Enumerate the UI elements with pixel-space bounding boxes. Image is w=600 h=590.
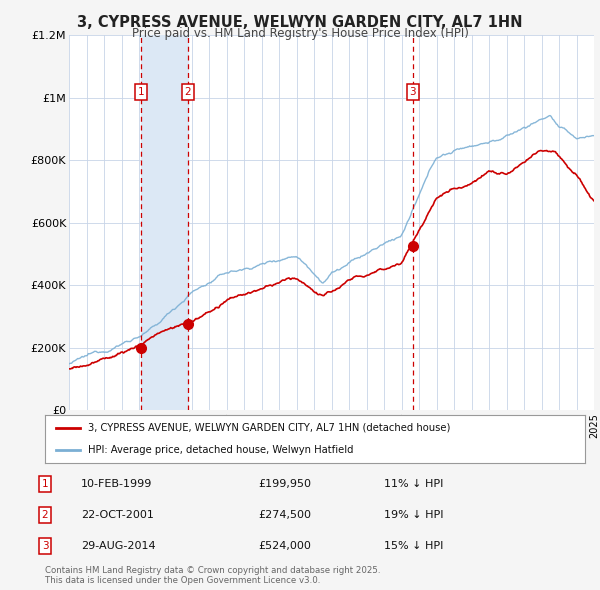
Text: 19% ↓ HPI: 19% ↓ HPI (384, 510, 443, 520)
Text: Contains HM Land Registry data © Crown copyright and database right 2025.
This d: Contains HM Land Registry data © Crown c… (45, 566, 380, 585)
Text: 1: 1 (41, 480, 49, 489)
Text: 11% ↓ HPI: 11% ↓ HPI (384, 480, 443, 489)
Text: 22-OCT-2001: 22-OCT-2001 (81, 510, 154, 520)
Text: 10-FEB-1999: 10-FEB-1999 (81, 480, 152, 489)
Text: 2: 2 (41, 510, 49, 520)
Bar (141, 35, 188, 410)
Text: HPI: Average price, detached house, Welwyn Hatfield: HPI: Average price, detached house, Welw… (88, 445, 354, 455)
Text: 3: 3 (410, 87, 416, 97)
Text: £199,950: £199,950 (258, 480, 311, 489)
Text: 3: 3 (41, 541, 49, 550)
Text: 3, CYPRESS AVENUE, WELWYN GARDEN CITY, AL7 1HN (detached house): 3, CYPRESS AVENUE, WELWYN GARDEN CITY, A… (88, 423, 451, 433)
Text: 15% ↓ HPI: 15% ↓ HPI (384, 541, 443, 550)
Text: £524,000: £524,000 (258, 541, 311, 550)
Text: 2: 2 (185, 87, 191, 97)
Text: 29-AUG-2014: 29-AUG-2014 (81, 541, 155, 550)
Text: £274,500: £274,500 (258, 510, 311, 520)
Text: Price paid vs. HM Land Registry's House Price Index (HPI): Price paid vs. HM Land Registry's House … (131, 27, 469, 40)
Text: 1: 1 (137, 87, 144, 97)
Text: 3, CYPRESS AVENUE, WELWYN GARDEN CITY, AL7 1HN: 3, CYPRESS AVENUE, WELWYN GARDEN CITY, A… (77, 15, 523, 30)
